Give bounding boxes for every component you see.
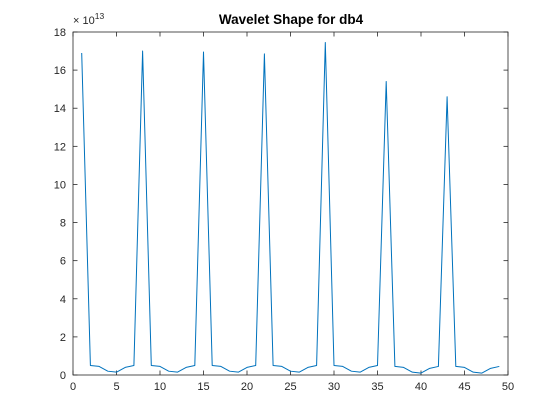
plot-area	[81, 41, 500, 374]
x-tick-label: 35	[371, 381, 383, 393]
series-line	[81, 41, 500, 374]
x-tick-label: 0	[70, 381, 76, 393]
y-axis-exponent: × 1013	[73, 11, 104, 27]
y-tick-label: 0	[60, 370, 66, 382]
x-tick-label: 30	[328, 381, 340, 393]
x-tick-label: 45	[458, 381, 470, 393]
y-tick-label: 18	[54, 27, 66, 39]
chart-title: Wavelet Shape for db4	[219, 12, 364, 27]
x-tick-label: 10	[154, 381, 166, 393]
x-tick-label: 15	[197, 381, 209, 393]
axes: 0 5 10 15 20 25 30 35 40 45 50 0 2 4 6 8 10 12 14 16 18	[54, 27, 514, 393]
y-tick-label: 16	[54, 65, 66, 77]
x-tick-label: 40	[415, 381, 427, 393]
x-tick-label: 20	[241, 381, 253, 393]
y-tick-label: 6	[60, 256, 66, 268]
x-tick-label: 5	[113, 381, 119, 393]
y-tick-label: 12	[54, 141, 66, 153]
x-tick-label: 25	[284, 381, 296, 393]
y-tick-label: 10	[54, 179, 66, 191]
y-tick-label: 14	[54, 103, 66, 115]
y-tick-label: 8	[60, 218, 66, 230]
x-tick-label: 50	[502, 381, 514, 393]
y-tick-label: 2	[60, 332, 66, 344]
y-tick-label: 4	[60, 294, 66, 306]
